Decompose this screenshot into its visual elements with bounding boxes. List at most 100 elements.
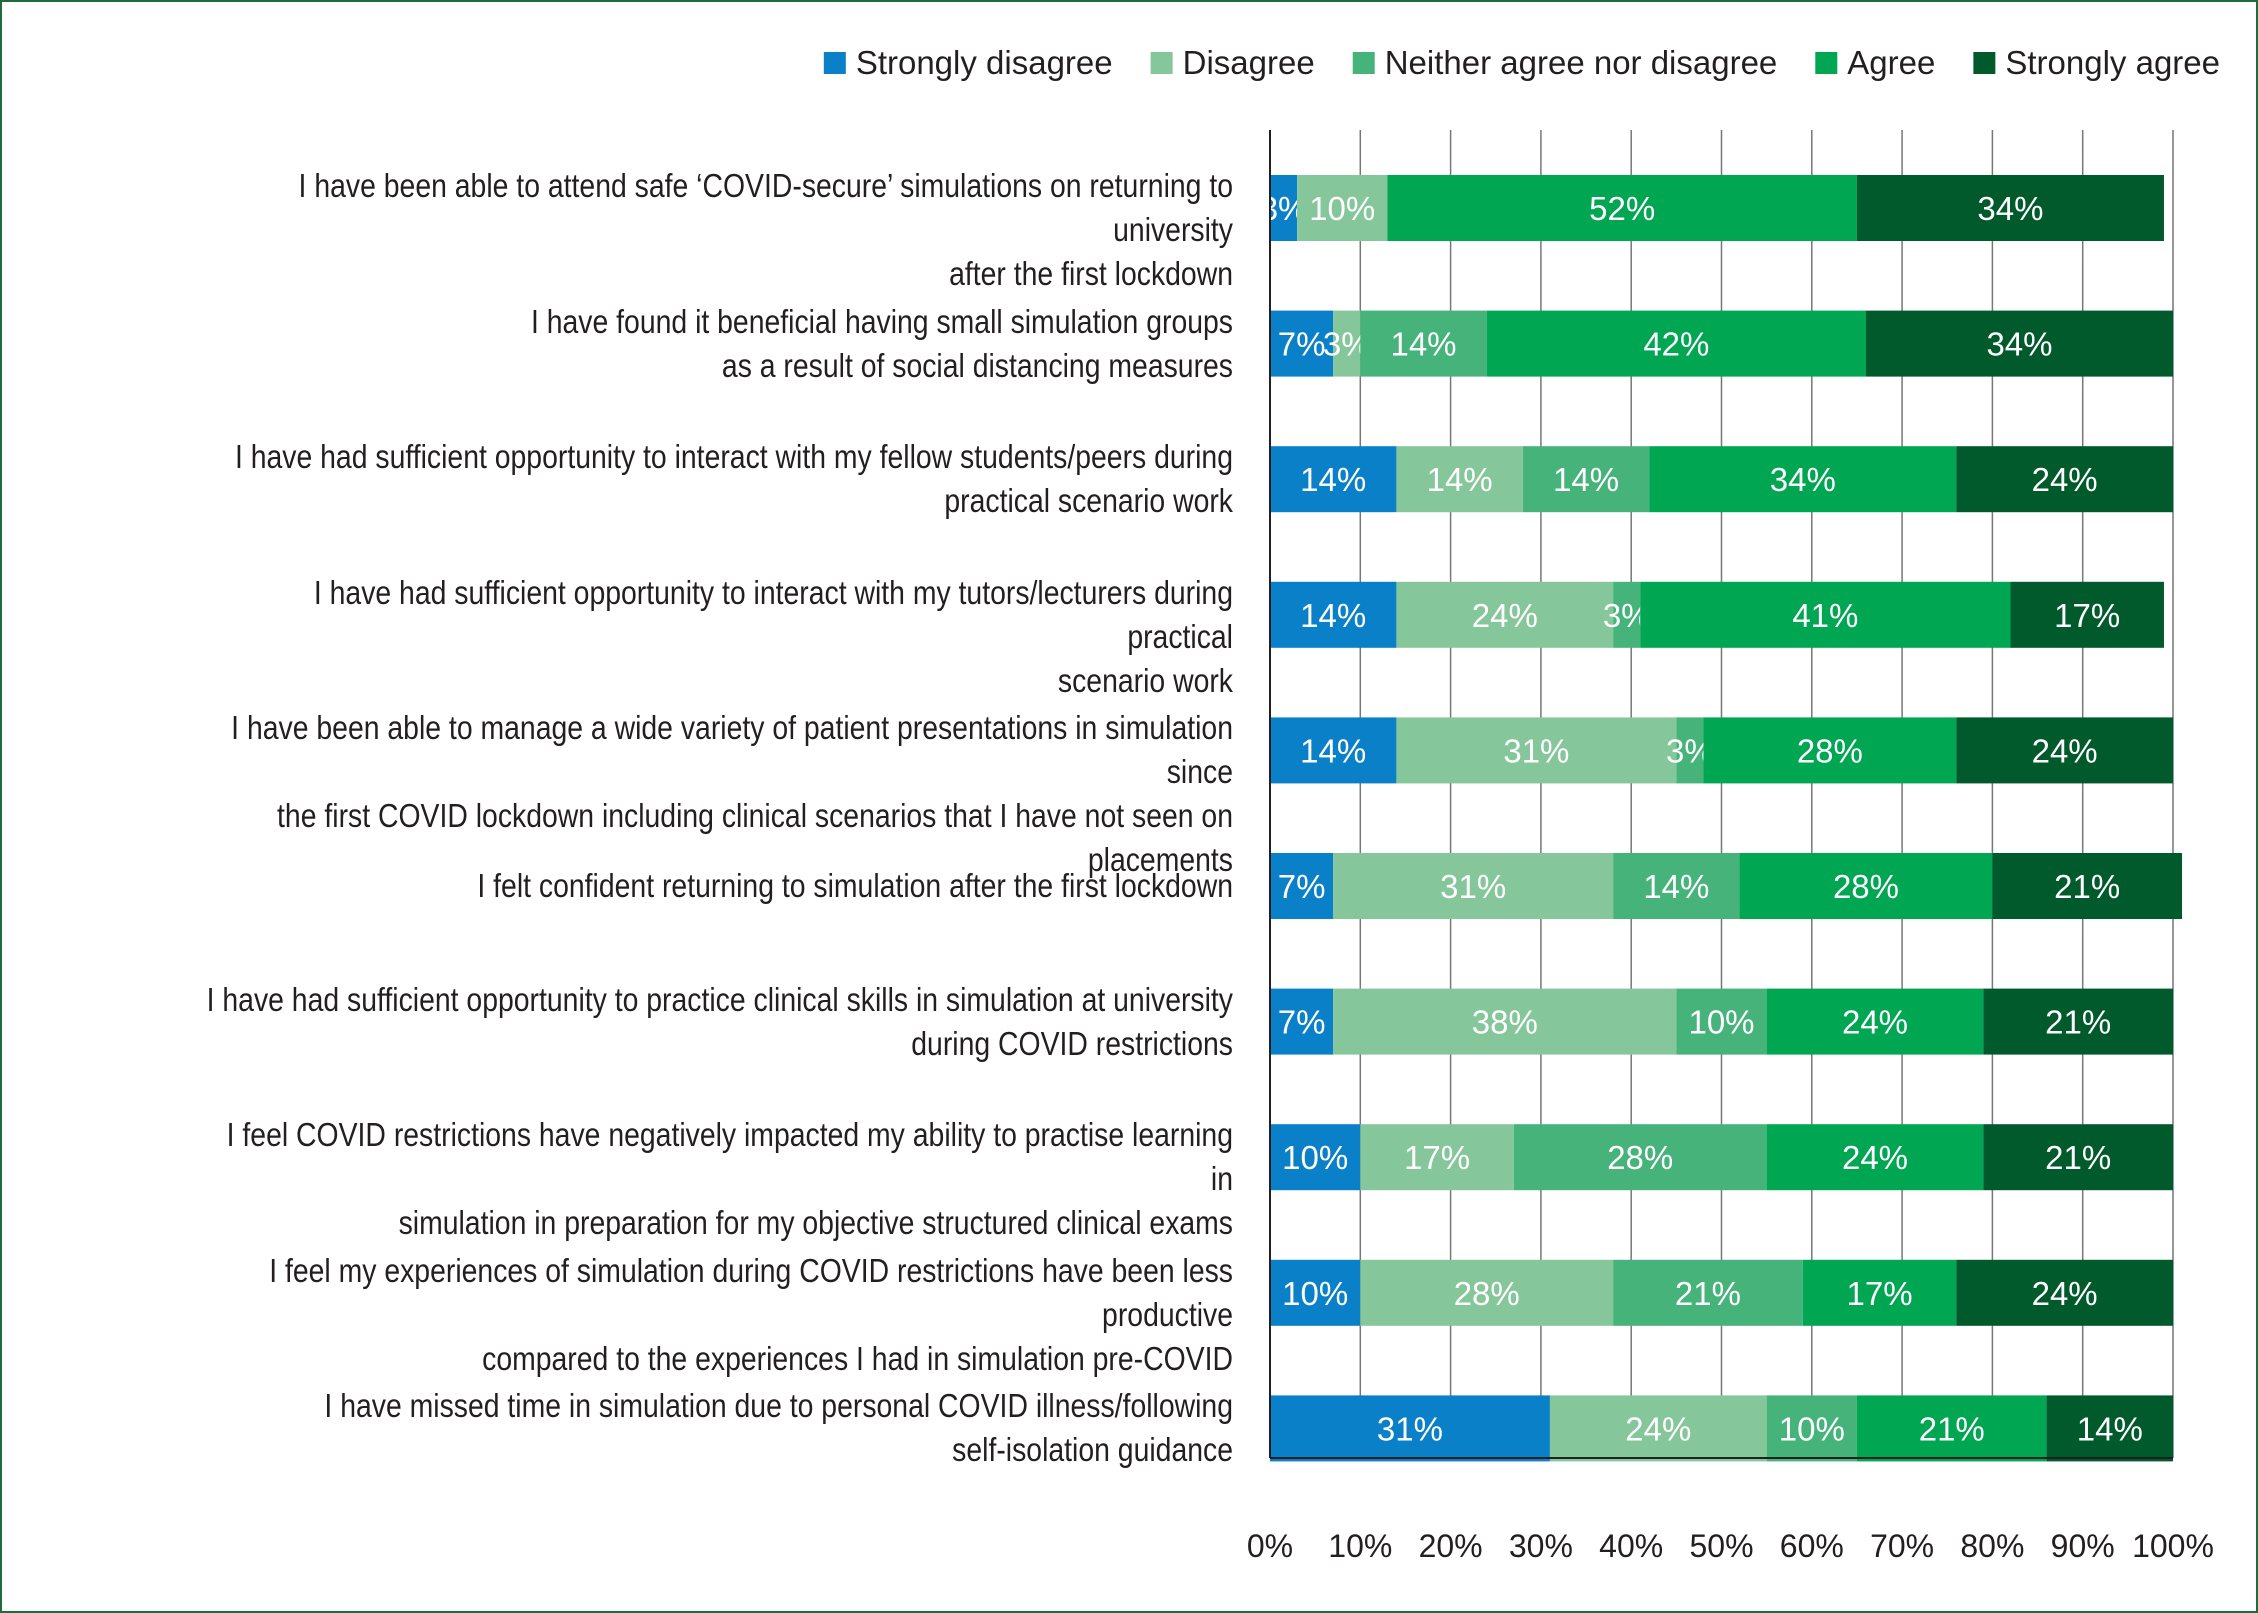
- data-label: 7%: [1278, 1004, 1326, 1041]
- legend-swatch: [1815, 52, 1838, 74]
- data-label: 14%: [1390, 326, 1456, 363]
- bar-segment: [1613, 581, 1641, 648]
- bar-segment: [1396, 446, 1523, 513]
- bar-segment: [1956, 717, 2173, 784]
- bar-row: 31% 24% 10% 21% 14%: [1270, 1395, 2173, 1462]
- bar-segment: [1549, 1395, 1767, 1462]
- legend-item: Neither agree nor disagree: [1352, 44, 1778, 81]
- bar-segment: [1396, 581, 1614, 648]
- x-tick-label: 80%: [1960, 1528, 2024, 1564]
- bar-segment: [1865, 310, 2173, 377]
- bar-segment: [1856, 1395, 2047, 1462]
- legend-label: Disagree: [1183, 44, 1315, 81]
- x-tick-label: 60%: [1780, 1528, 1844, 1564]
- bar-segment: [1992, 853, 2183, 919]
- x-tick-label: 100%: [2132, 1528, 2214, 1564]
- legend-label: Agree: [1847, 44, 1935, 81]
- legend-label: Neither agree nor disagree: [1385, 44, 1778, 81]
- data-label: 28%: [1797, 732, 1863, 769]
- category-label: I have been able to manage a wide variet…: [231, 709, 1233, 879]
- bar-row: 7%3% 14% 42% 34%: [1270, 310, 2173, 377]
- category-label: I feel COVID restrictions have negativel…: [226, 1116, 1233, 1242]
- category-label: I have missed time in simulation due to …: [324, 1387, 1233, 1469]
- x-tick-label: 40%: [1599, 1528, 1663, 1564]
- bar-segment: [1739, 853, 1993, 919]
- data-label: 14%: [1300, 732, 1366, 769]
- data-label: 17%: [2054, 597, 2120, 634]
- data-label: 21%: [2054, 868, 2120, 905]
- bar-segment: [1333, 988, 1677, 1055]
- legend-item: Strongly agree: [1973, 44, 2220, 81]
- legend-item: Strongly disagree: [823, 44, 1113, 81]
- legend-label: Strongly agree: [2005, 44, 2220, 81]
- data-label: 14%: [1300, 461, 1366, 498]
- data-label: 10%: [1688, 1004, 1754, 1041]
- bar-segment: [1270, 853, 1334, 919]
- data-label: 28%: [1607, 1139, 1673, 1176]
- bar-row: 14% 31% 3% 28% 24%: [1270, 717, 2173, 784]
- bar-segment: [1956, 1259, 2173, 1326]
- data-label: 24%: [1842, 1004, 1908, 1041]
- bar-segment: [2046, 1395, 2173, 1462]
- bar-segment: [1640, 581, 2011, 648]
- category-label: I have had sufficient opportunity to pra…: [206, 980, 1233, 1062]
- bars: 3% 10% 52% 34%7%3% 14% 42% 34%14% 14% 14% 34% 24%1…: [1260, 175, 2183, 1462]
- x-tick-label: 90%: [2051, 1528, 2115, 1564]
- x-tick-label: 10%: [1328, 1528, 1392, 1564]
- data-label: 21%: [2045, 1139, 2111, 1176]
- bar-segment: [1676, 988, 1767, 1055]
- data-label: 10%: [1282, 1139, 1348, 1176]
- bar-segment: [1270, 446, 1397, 513]
- data-label: 24%: [2032, 461, 2098, 498]
- data-label: 41%: [1792, 597, 1858, 634]
- category-label: I felt confident returning to simulation…: [477, 867, 1233, 904]
- legend-item: Disagree: [1150, 44, 1315, 81]
- category-label: I have been able to attend safe ‘COVID-s…: [298, 167, 1233, 292]
- category-label: I have had sufficient opportunity to int…: [313, 573, 1233, 699]
- data-label: 10%: [1282, 1275, 1348, 1312]
- data-label: 10%: [1779, 1410, 1845, 1447]
- data-label: 10%: [1309, 190, 1375, 227]
- data-label: 24%: [1625, 1410, 1691, 1447]
- bar-row: 14% 24% 3% 41% 17%: [1270, 581, 2164, 648]
- legend-swatch: [823, 52, 846, 74]
- data-label: 7%: [1278, 326, 1326, 363]
- data-label: 24%: [1842, 1139, 1908, 1176]
- legend-swatch: [1352, 52, 1375, 74]
- bar-segment: [1486, 310, 1866, 377]
- bar-segment: [1360, 1259, 1614, 1326]
- data-label: 14%: [1300, 597, 1366, 634]
- bar-segment: [1613, 853, 1740, 919]
- bar-segment: [1270, 1395, 1550, 1462]
- data-label: 7%: [1278, 868, 1326, 905]
- data-label: 24%: [2032, 732, 2098, 769]
- category-label: I feel my experiences of simulation duri…: [269, 1251, 1233, 1377]
- x-tick-label: 0%: [1247, 1528, 1293, 1564]
- x-tick-labels: 0% 10% 20% 30% 40% 50% 60% 70% 80% 90% 100%: [1247, 1528, 2214, 1564]
- bar-segment: [1676, 717, 1704, 784]
- bar-row: 14% 14% 14% 34% 24%: [1270, 446, 2173, 513]
- bar-segment: [1513, 1124, 1767, 1191]
- bar-segment: [1766, 1395, 1857, 1462]
- bar-segment: [1270, 310, 1334, 377]
- category-label: I have had sufficient opportunity to int…: [234, 438, 1233, 520]
- x-tick-label: 20%: [1419, 1528, 1483, 1564]
- data-label: 34%: [1977, 190, 2043, 227]
- data-label: 28%: [1833, 868, 1899, 905]
- legend-item: Agree: [1815, 44, 1935, 81]
- data-label: 24%: [1472, 597, 1538, 634]
- bar-segment: [1983, 988, 2173, 1055]
- data-label: 17%: [1846, 1275, 1912, 1312]
- bar-segment: [1270, 175, 1298, 241]
- bar-segment: [1270, 717, 1397, 784]
- bar-row: 10% 28% 21% 17% 24%: [1270, 1259, 2173, 1326]
- data-label: 21%: [2045, 1004, 2111, 1041]
- legend-label: Strongly disagree: [856, 44, 1113, 81]
- bar-segment: [1297, 175, 1388, 241]
- bar-segment: [1270, 988, 1334, 1055]
- data-label: 17%: [1404, 1139, 1470, 1176]
- data-label: 52%: [1589, 190, 1655, 227]
- x-tick-label: 30%: [1509, 1528, 1573, 1564]
- data-label: 28%: [1454, 1275, 1520, 1312]
